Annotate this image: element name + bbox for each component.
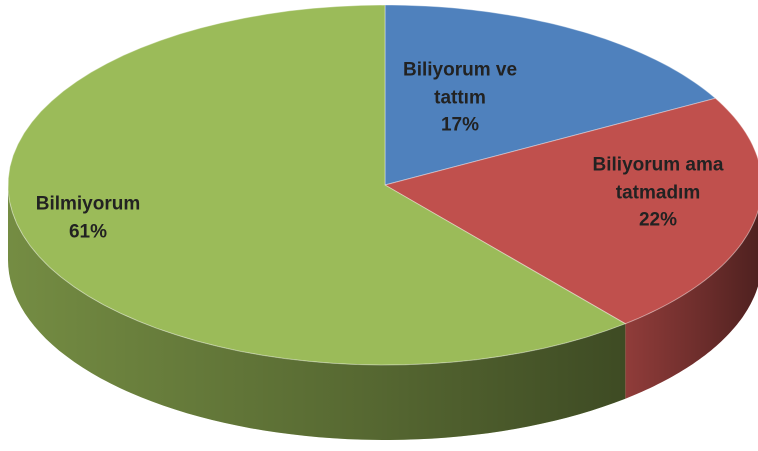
category-label: Biliyorum ve tattım xyxy=(402,59,518,109)
slice-label: Biliyorum ama tatmadım 22% xyxy=(583,152,733,235)
slice-side-shade xyxy=(625,211,758,399)
value-label: 61% xyxy=(68,221,108,242)
category-label: Bilmiyorum xyxy=(35,193,141,215)
slice xyxy=(7,4,627,366)
category-label: Biliyorum ama tatmadım xyxy=(592,154,724,204)
slice-label: Biliyorum ve tattım 17% xyxy=(385,57,535,140)
slice-label: Bilmiyorum 61% xyxy=(8,190,168,245)
slice xyxy=(384,4,717,186)
slice xyxy=(383,97,758,325)
value-label: 22% xyxy=(638,209,678,231)
slice-side-shade xyxy=(8,185,626,440)
value-label: 17% xyxy=(440,114,480,136)
